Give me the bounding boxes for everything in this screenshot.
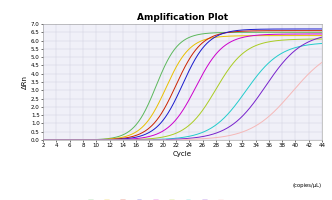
Text: (copies/μL): (copies/μL) <box>292 182 321 188</box>
Y-axis label: ΔRn: ΔRn <box>22 75 28 89</box>
X-axis label: Cycle: Cycle <box>173 151 192 157</box>
Title: Amplification Plot: Amplification Plot <box>137 13 228 22</box>
